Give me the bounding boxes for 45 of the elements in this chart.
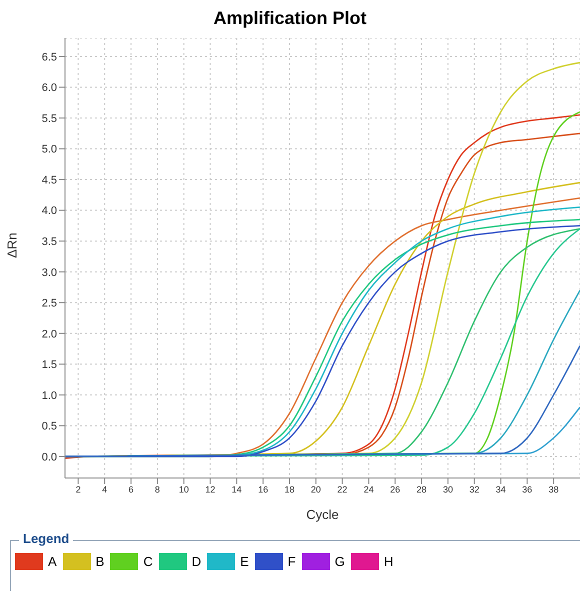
y-tick-label: 1.5 <box>42 359 57 372</box>
y-tick-label: 3.5 <box>42 236 57 248</box>
x-tick-label: 30 <box>442 484 453 494</box>
x-tick-label: 10 <box>178 484 189 494</box>
y-tick-label: 2.5 <box>42 298 57 310</box>
y-tick-label: 4.5 <box>42 174 57 186</box>
legend-label: H <box>384 554 394 569</box>
x-tick-label: 34 <box>496 484 506 494</box>
y-tick-label: 1.0 <box>42 390 57 402</box>
y-axis-title: ΔRn <box>4 232 20 258</box>
x-axis-title: Cycle <box>306 507 339 522</box>
x-tick-label: 26 <box>390 484 400 494</box>
y-tick-label: 4.0 <box>42 205 57 218</box>
legend-label: F <box>288 554 296 569</box>
legend-label: G <box>334 554 345 569</box>
x-tick-label: 20 <box>310 484 321 494</box>
x-tick-label: 36 <box>522 484 532 494</box>
y-tick-label: 6.0 <box>42 82 57 94</box>
legend-label: E <box>240 554 249 569</box>
y-tick-label: 2.0 <box>42 328 57 340</box>
x-tick-label: 8 <box>154 484 160 494</box>
x-tick-label: 2 <box>76 484 81 494</box>
x-tick-label: 18 <box>284 484 294 494</box>
y-tick-label: 5.5 <box>42 112 57 125</box>
x-tick-label: 12 <box>205 484 216 494</box>
y-tick-label: 0.5 <box>42 420 57 433</box>
x-tick-label: 24 <box>364 484 374 494</box>
x-tick-label: 28 <box>416 484 427 494</box>
chart-title: Amplification Plot <box>212 7 368 30</box>
legend-label: B <box>96 554 104 569</box>
y-tick-label: 6.5 <box>42 51 57 64</box>
x-tick-label: 22 <box>337 484 348 494</box>
y-tick-label: 3.0 <box>42 266 57 279</box>
legend-label: A <box>48 554 57 569</box>
legend-label: D <box>192 554 202 569</box>
y-tick-label: 5.0 <box>42 144 57 156</box>
legend-title: Legend <box>19 531 74 546</box>
legend-label: C <box>143 554 153 569</box>
y-tick-label: 0.0 <box>42 451 57 464</box>
x-tick-label: 32 <box>469 484 480 494</box>
x-tick-label: 4 <box>102 484 108 494</box>
x-tick-label: 16 <box>258 484 268 494</box>
x-tick-label: 38 <box>548 484 559 494</box>
x-tick-label: 6 <box>128 484 134 494</box>
x-tick-label: 14 <box>232 484 242 494</box>
